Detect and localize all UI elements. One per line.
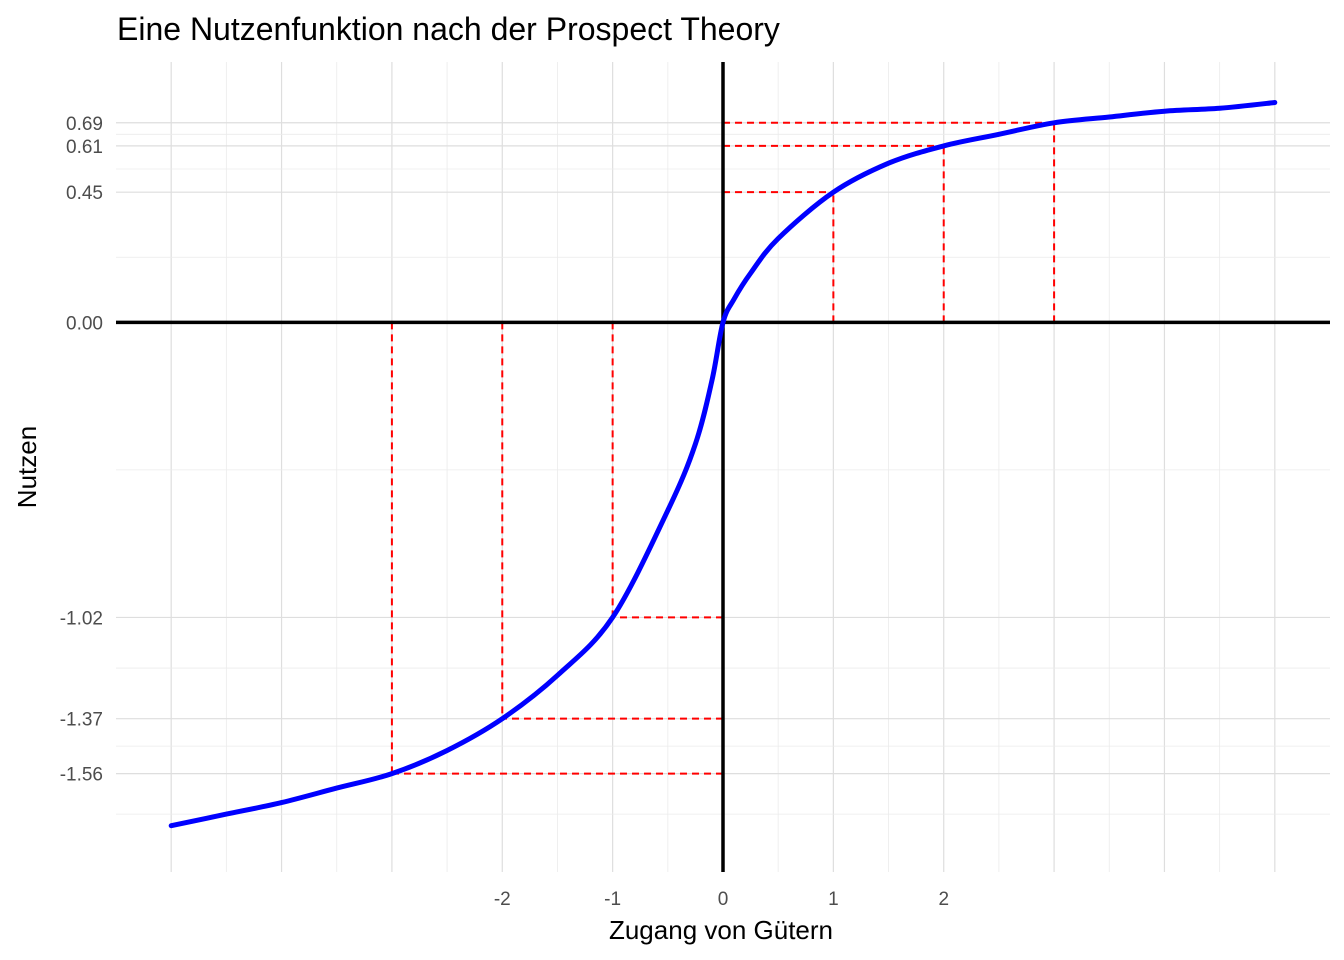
- x-tick-label: 2: [938, 889, 949, 910]
- x-tick-labels: -2 -1 0 1 2: [494, 889, 949, 910]
- x-tick-label: 0: [718, 889, 729, 910]
- y-tick-label: 0.69: [66, 114, 103, 135]
- y-tick-label: -1.37: [60, 710, 103, 731]
- series-layer: [168, 100, 1278, 829]
- y-tick-label: 0.00: [66, 313, 103, 334]
- x-tick-label: -1: [604, 889, 621, 910]
- y-tick-label: 0.61: [66, 137, 103, 158]
- x-tick-label: -2: [494, 889, 511, 910]
- x-axis-title: Zugang von Gütern: [609, 915, 833, 945]
- axes: [116, 62, 1330, 872]
- y-axis-title: Nutzen: [12, 426, 42, 508]
- x-tick-label: 1: [828, 889, 839, 910]
- y-tick-label: -1.02: [60, 608, 103, 629]
- reference-lines: [390, 121, 1056, 775]
- y-tick-label: 0.45: [66, 183, 103, 204]
- utility-curve: [168, 100, 1278, 829]
- y-tick-label: -1.56: [60, 765, 103, 786]
- chart-title: Eine Nutzenfunktion nach der Prospect Th…: [117, 11, 780, 47]
- y-tick-labels: -1.56 -1.37 -1.02 0.00 0.45 0.610.69: [60, 114, 103, 786]
